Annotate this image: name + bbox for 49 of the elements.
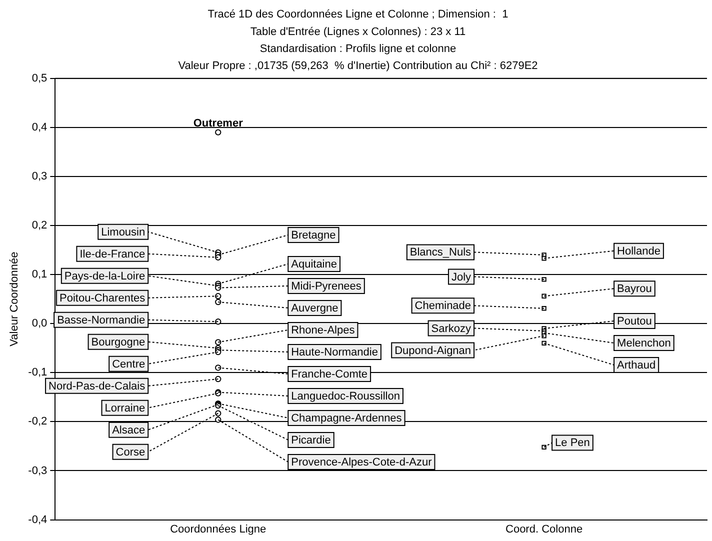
x-tick-label: Coord. Colonne — [506, 523, 583, 536]
annotation: Ile-de-France — [80, 248, 146, 260]
y-axis-title: Valeur Coordonnée — [8, 252, 21, 346]
annotation: Rhone-Alpes — [291, 324, 356, 336]
annotation: Melenchon — [617, 338, 671, 350]
annotation: Dupond-Aignan — [394, 344, 472, 357]
y-tick-label: 0,5 — [32, 72, 48, 84]
annotation: Centre — [112, 358, 146, 370]
annotation: Haute-Normandie — [291, 346, 378, 358]
annotation: Poitou-Charentes — [60, 292, 146, 304]
annotation: Aquitaine — [291, 258, 337, 270]
y-tick-label: -0,2 — [28, 416, 48, 428]
annotation: Corse — [116, 446, 146, 458]
annotation: Champagne-Ardennes — [291, 412, 402, 424]
annotation: Picardie — [291, 434, 331, 446]
annotation: Le Pen — [555, 437, 590, 450]
y-tick-label: 0,4 — [32, 121, 48, 134]
x-tick-label: Coordonnées Ligne — [170, 523, 266, 536]
y-tick-label: -0,1 — [28, 366, 48, 379]
y-tick-label: 0,3 — [32, 170, 48, 182]
annotation: Poutou — [617, 316, 652, 328]
annotation: Franche-Comte — [291, 368, 368, 380]
annotation: Arthaud — [617, 360, 656, 372]
chart-subtitle: Table d'Entrée (Lignes x Colonnes) : 23 x 11 Standardisation : Profils ligne et colonne Valeur Propre : ,01735 (59,263 % d'Inertie) Contribution au Chi² : 6279E2 — [178, 26, 538, 72]
y-tick-label: -0,4 — [28, 514, 48, 526]
annotation: Nord-Pas-de-Calais — [48, 380, 146, 392]
annotation: Sarkozy — [431, 322, 472, 335]
annotation: Cheminade — [414, 300, 472, 312]
annotation: Blancs_Nuls — [410, 246, 472, 259]
annotation: Lorraine — [104, 402, 146, 414]
annotation: Basse-Normandie — [57, 314, 146, 326]
y-tick-label: -0,3 — [28, 464, 48, 477]
annotation: Provence-Alpes-Cote-d-Azur — [291, 456, 432, 468]
annotation: Bourgogne — [91, 336, 146, 348]
annotation: Limousin — [101, 226, 146, 238]
annotation: Auvergne — [291, 302, 338, 314]
annotation: Languedoc-Roussillon — [291, 390, 400, 402]
annotation: Bayrou — [617, 283, 652, 296]
annotation: Hollande — [617, 245, 660, 258]
annotation: Pays-de-la-Loire — [64, 270, 146, 282]
y-tick-label: 0,0 — [32, 318, 48, 330]
y-tick-label: 0,2 — [32, 220, 48, 232]
annotation: Outremer — [193, 117, 244, 130]
annotation: Midi-Pyrenees — [291, 280, 362, 292]
annotation: Joly — [451, 271, 472, 284]
y-tick-label: 0,1 — [32, 268, 48, 281]
annotation: Bretagne — [291, 230, 336, 242]
chart-title: Tracé 1D des Coordonnées Ligne et Colonne ; Dimension : 1 — [208, 8, 508, 21]
annotation: Alsace — [112, 424, 146, 436]
